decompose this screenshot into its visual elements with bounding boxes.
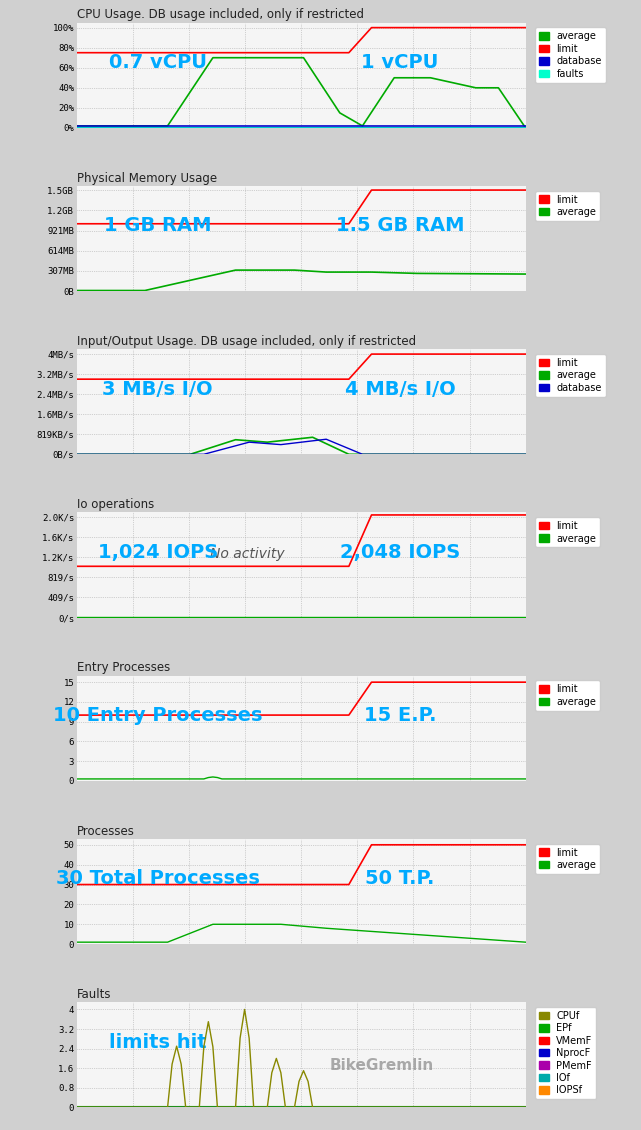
Text: 15 E.P.: 15 E.P. [363, 706, 437, 725]
Text: 10 Entry Processes: 10 Entry Processes [53, 706, 262, 725]
Text: 1,024 IOPS: 1,024 IOPS [97, 542, 218, 562]
Legend: limit, average: limit, average [535, 680, 600, 711]
Text: 3 MB/s I/O: 3 MB/s I/O [103, 380, 213, 399]
Legend: limit, average, database: limit, average, database [535, 354, 606, 397]
Legend: average, limit, database, faults: average, limit, database, faults [535, 27, 606, 82]
Text: No activity: No activity [210, 547, 285, 562]
Text: Physical Memory Usage: Physical Memory Usage [77, 172, 217, 184]
Legend: limit, average: limit, average [535, 844, 600, 873]
Text: limits hit: limits hit [109, 1033, 206, 1052]
Text: BikeGremlin: BikeGremlin [330, 1058, 434, 1072]
Text: 0.7 vCPU: 0.7 vCPU [109, 53, 206, 72]
Text: 2,048 IOPS: 2,048 IOPS [340, 542, 460, 562]
Text: Input/Output Usage. DB usage included, only if restricted: Input/Output Usage. DB usage included, o… [77, 334, 416, 348]
Text: 1 vCPU: 1 vCPU [362, 53, 438, 72]
Text: Entry Processes: Entry Processes [77, 661, 170, 675]
Text: 1.5 GB RAM: 1.5 GB RAM [336, 216, 464, 235]
Text: Io operations: Io operations [77, 498, 154, 511]
Legend: CPUf, EPf, VMemF, NprocF, PMemF, IOf, IOPSf: CPUf, EPf, VMemF, NprocF, PMemF, IOf, IO… [535, 1007, 597, 1099]
Text: 1 GB RAM: 1 GB RAM [104, 216, 212, 235]
Legend: limit, average: limit, average [535, 191, 600, 221]
Text: 30 Total Processes: 30 Total Processes [56, 869, 260, 888]
Text: 50 T.P.: 50 T.P. [365, 869, 435, 888]
Legend: limit, average: limit, average [535, 518, 600, 547]
Text: Processes: Processes [77, 825, 135, 837]
Text: Faults: Faults [77, 988, 112, 1001]
Text: CPU Usage. DB usage included, only if restricted: CPU Usage. DB usage included, only if re… [77, 8, 364, 21]
Text: 4 MB/s I/O: 4 MB/s I/O [345, 380, 455, 399]
